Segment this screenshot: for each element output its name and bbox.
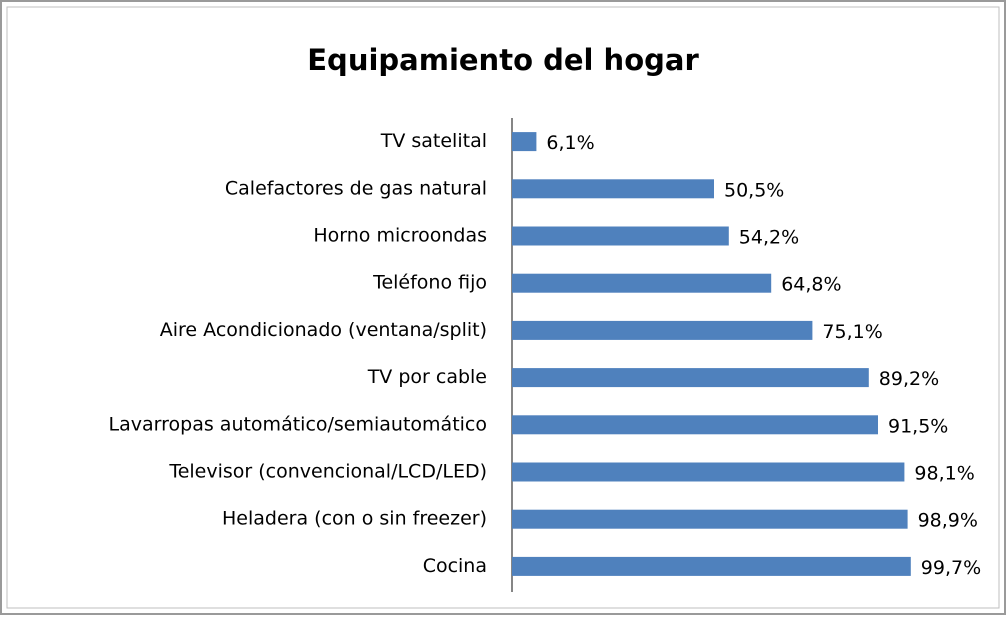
value-label: 54,2% bbox=[739, 227, 799, 249]
category-label: Calefactores de gas natural bbox=[225, 177, 487, 199]
bar bbox=[512, 509, 908, 529]
value-label: 91,5% bbox=[888, 415, 948, 437]
category-label: Lavarropas automático/semiautomático bbox=[109, 413, 487, 435]
chart-title: Equipamiento del hogar bbox=[307, 43, 699, 77]
bar bbox=[512, 368, 869, 388]
value-label: 98,1% bbox=[914, 463, 974, 485]
value-label: 64,8% bbox=[781, 274, 841, 296]
value-label: 99,7% bbox=[921, 557, 981, 579]
bar bbox=[512, 415, 878, 435]
value-label: 98,9% bbox=[918, 510, 978, 532]
bar bbox=[512, 226, 729, 246]
category-label: Heladera (con o sin freezer) bbox=[222, 508, 487, 530]
chart-area bbox=[6, 6, 1000, 609]
category-label: Aire Acondicionado (ventana/split) bbox=[160, 319, 487, 341]
category-label: TV satelital bbox=[380, 130, 487, 152]
category-label: Televisor (convencional/LCD/LED) bbox=[168, 461, 487, 483]
bar bbox=[512, 132, 537, 152]
value-label: 6,1% bbox=[546, 132, 594, 154]
bar bbox=[512, 179, 714, 199]
value-label: 75,1% bbox=[822, 321, 882, 343]
category-label: Cocina bbox=[423, 555, 487, 577]
bar bbox=[512, 320, 813, 340]
bar bbox=[512, 462, 905, 482]
value-label: 89,2% bbox=[879, 368, 939, 390]
category-label: TV por cable bbox=[367, 366, 487, 388]
bar bbox=[512, 556, 911, 576]
value-label: 50,5% bbox=[724, 179, 784, 201]
category-label: Horno microondas bbox=[313, 225, 487, 247]
bar bbox=[512, 273, 772, 293]
category-label: Teléfono fijo bbox=[372, 272, 487, 294]
